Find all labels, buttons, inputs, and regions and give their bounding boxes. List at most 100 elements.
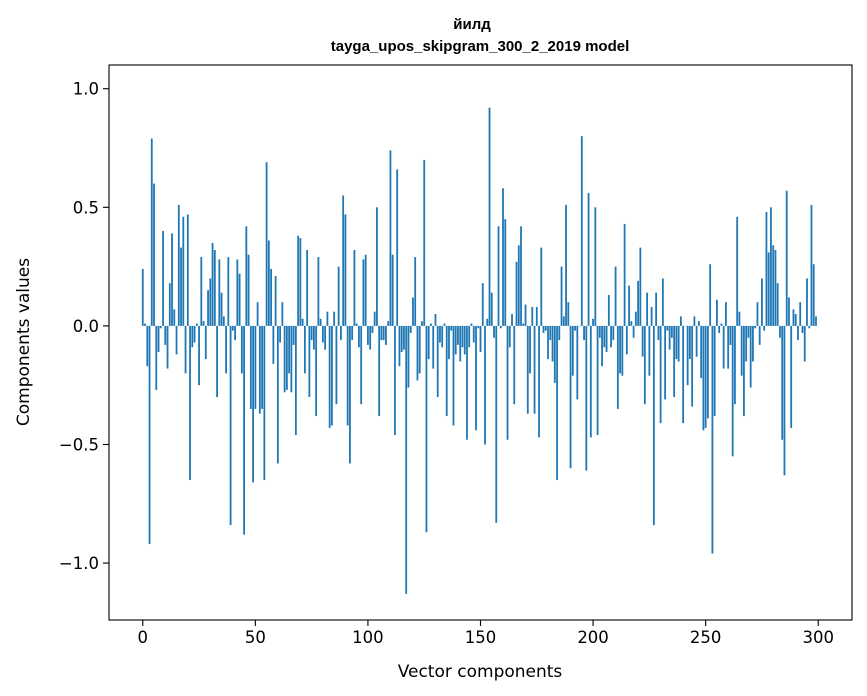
bar xyxy=(749,325,752,388)
bar xyxy=(220,292,223,326)
bar xyxy=(693,316,696,326)
bar xyxy=(758,325,761,345)
bar xyxy=(155,325,158,390)
bar xyxy=(263,325,266,481)
bar xyxy=(731,325,734,457)
bar xyxy=(806,278,808,326)
bar xyxy=(189,325,191,481)
bar xyxy=(164,325,167,345)
bar xyxy=(551,325,554,362)
bar xyxy=(639,247,642,326)
bar xyxy=(432,325,435,369)
bar xyxy=(727,325,730,369)
bar xyxy=(524,304,527,326)
bar xyxy=(272,325,275,364)
bar xyxy=(612,325,615,341)
bar xyxy=(531,306,534,326)
bar xyxy=(162,231,164,326)
bar xyxy=(625,325,628,355)
bar xyxy=(538,325,540,438)
bar xyxy=(815,316,817,326)
bar xyxy=(567,302,570,326)
bar xyxy=(774,250,777,326)
bar xyxy=(321,325,324,343)
bar xyxy=(549,325,552,341)
y-tick-label: 1.0 xyxy=(73,80,99,99)
bar xyxy=(351,325,354,341)
bar xyxy=(486,318,489,326)
bar xyxy=(159,325,162,329)
bar xyxy=(562,316,565,326)
bar xyxy=(801,325,804,334)
bar xyxy=(661,278,664,326)
bar xyxy=(810,204,813,326)
bar xyxy=(288,325,291,374)
bar xyxy=(589,325,592,438)
bar xyxy=(481,283,484,326)
bar xyxy=(605,325,608,352)
bar xyxy=(256,302,259,326)
bar xyxy=(457,325,459,345)
bar xyxy=(508,325,511,348)
bar xyxy=(499,325,502,329)
bar xyxy=(328,325,331,428)
bar xyxy=(767,252,770,326)
bar xyxy=(511,314,513,326)
x-tick-label: 0 xyxy=(138,628,149,647)
bar xyxy=(698,321,700,326)
bar xyxy=(668,325,671,350)
bar xyxy=(427,325,430,360)
bar xyxy=(193,325,196,343)
bar xyxy=(335,325,338,405)
bar xyxy=(400,325,403,352)
bar xyxy=(389,150,392,326)
bar xyxy=(391,254,394,326)
bar xyxy=(783,325,786,476)
bar xyxy=(238,273,241,326)
bar xyxy=(358,325,360,348)
bar xyxy=(666,325,669,331)
bar xyxy=(472,325,475,343)
bar xyxy=(650,306,653,326)
bar xyxy=(394,325,396,435)
bar xyxy=(702,325,705,431)
bar xyxy=(504,219,507,326)
bar xyxy=(294,325,297,435)
bar xyxy=(398,325,401,367)
bar xyxy=(695,325,698,357)
bar xyxy=(173,309,176,326)
bar xyxy=(376,207,378,326)
bar xyxy=(200,257,203,326)
bar xyxy=(718,325,721,334)
plot-frame xyxy=(108,64,853,621)
bar xyxy=(743,325,745,417)
bar xyxy=(788,297,790,326)
x-axis-label: Vector components xyxy=(398,662,563,682)
bar xyxy=(470,323,473,326)
bar xyxy=(265,162,268,326)
bar xyxy=(267,240,270,326)
bar xyxy=(281,302,284,326)
bar xyxy=(191,325,194,348)
bar xyxy=(380,325,383,341)
bar xyxy=(713,325,716,417)
bar xyxy=(249,325,252,409)
x-tick-label: 150 xyxy=(465,628,497,647)
bar xyxy=(808,325,811,329)
x-tick-label: 100 xyxy=(352,628,384,647)
y-tick-label: −0.5 xyxy=(59,435,99,454)
bar xyxy=(168,283,171,326)
bar xyxy=(461,325,464,348)
bar xyxy=(425,325,428,533)
bar xyxy=(558,325,561,341)
bar xyxy=(652,325,655,526)
bar xyxy=(738,311,741,326)
bar xyxy=(535,306,538,326)
bar xyxy=(247,254,250,326)
bar xyxy=(463,325,466,355)
bar xyxy=(610,325,612,348)
bar xyxy=(319,318,322,326)
bar xyxy=(459,325,462,362)
bar xyxy=(385,325,387,345)
bar xyxy=(770,207,772,326)
